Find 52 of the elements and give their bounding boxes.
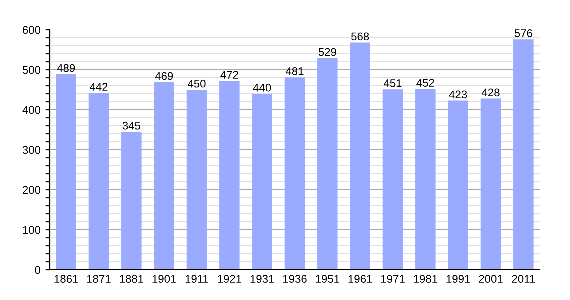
bar — [88, 93, 110, 270]
bar — [252, 94, 272, 270]
data-label: 576 — [514, 30, 532, 38]
data-label: 472 — [220, 71, 238, 79]
bar — [284, 78, 306, 270]
x-tick-label: 1936 — [283, 275, 307, 284]
y-tick-label: 0 — [35, 266, 41, 274]
bar — [448, 100, 468, 270]
data-label: 442 — [90, 83, 108, 91]
data-label: 451 — [384, 80, 402, 88]
x-tick-label: 1951 — [316, 275, 340, 284]
x-tick-label: 1861 — [54, 275, 78, 284]
bar — [154, 82, 174, 270]
bar — [514, 40, 534, 270]
bar — [350, 42, 370, 270]
data-label: 452 — [416, 79, 434, 88]
data-label: 428 — [482, 88, 500, 97]
y-tick-label: 500 — [22, 66, 41, 74]
y-tick-label: 300 — [22, 146, 41, 154]
y-tick-label: 200 — [22, 186, 41, 194]
bar — [382, 90, 404, 270]
data-label: 423 — [449, 90, 468, 99]
x-tick-label: 2011 — [512, 275, 536, 284]
bar — [220, 81, 240, 270]
data-label: 345 — [122, 122, 140, 130]
y-tick-label: 400 — [22, 106, 41, 114]
data-label: 481 — [286, 68, 304, 76]
x-tick-label: 1881 — [120, 275, 144, 284]
data-label: 489 — [57, 64, 76, 72]
bar — [480, 98, 502, 270]
y-tick-label: 100 — [23, 226, 41, 234]
bar — [186, 90, 208, 270]
x-tick-label: 1971 — [381, 275, 405, 284]
x-tick-label: 1911 — [186, 275, 208, 284]
data-label: 440 — [253, 84, 272, 92]
x-tick-label: 2001 — [479, 275, 503, 284]
bar — [56, 74, 76, 270]
x-tick-label: 1921 — [218, 275, 242, 284]
bar — [122, 132, 142, 270]
bar — [416, 89, 436, 270]
x-tick-label: 1961 — [348, 275, 372, 284]
data-label: 529 — [318, 48, 336, 56]
y-tick-label: 600 — [23, 26, 41, 34]
bar — [318, 58, 338, 270]
x-tick-label: 1981 — [414, 275, 438, 284]
data-label: 469 — [155, 72, 174, 80]
x-tick-label: 1991 — [446, 275, 470, 284]
x-tick-label: 1901 — [152, 275, 176, 284]
data-label: 450 — [188, 80, 206, 88]
x-tick-label: 1931 — [250, 275, 274, 284]
data-label: 568 — [352, 32, 370, 41]
x-tick-label: 1871 — [87, 275, 111, 284]
